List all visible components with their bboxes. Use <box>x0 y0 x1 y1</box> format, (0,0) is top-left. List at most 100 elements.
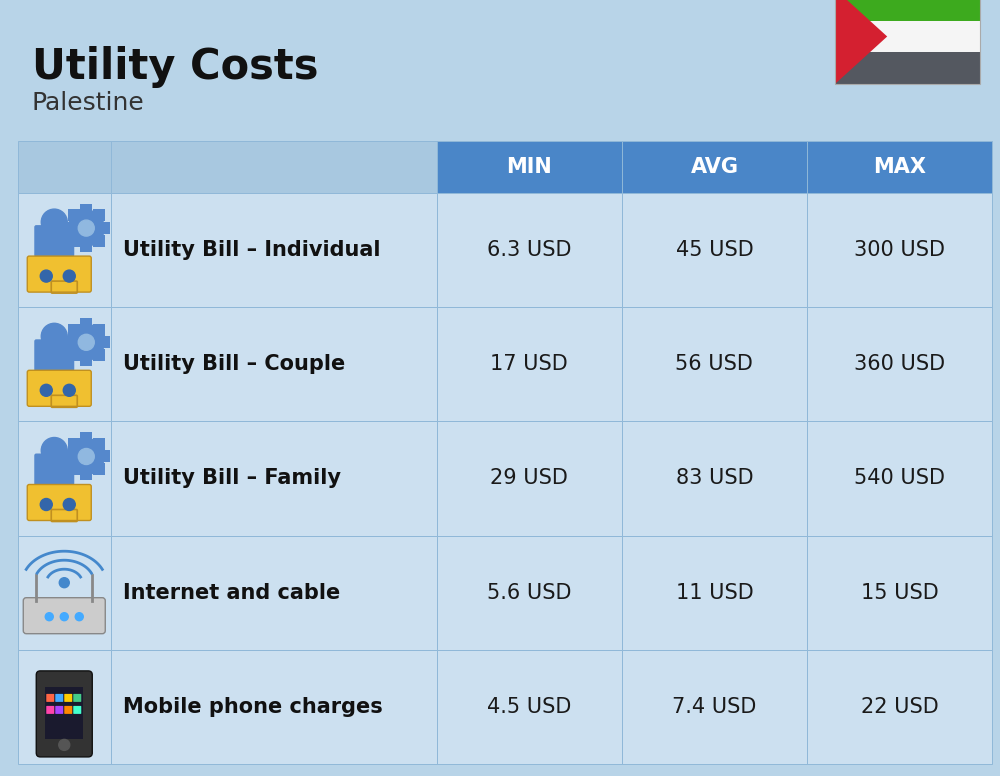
FancyBboxPatch shape <box>18 307 111 421</box>
FancyBboxPatch shape <box>98 222 110 234</box>
FancyBboxPatch shape <box>807 307 992 421</box>
FancyBboxPatch shape <box>98 451 110 462</box>
FancyBboxPatch shape <box>27 370 91 407</box>
Text: Utility Bill – Couple: Utility Bill – Couple <box>123 355 345 374</box>
Text: 5.6 USD: 5.6 USD <box>487 583 572 603</box>
FancyBboxPatch shape <box>80 355 92 366</box>
FancyBboxPatch shape <box>93 235 105 247</box>
Text: 56 USD: 56 USD <box>675 355 753 374</box>
FancyBboxPatch shape <box>36 671 92 757</box>
Circle shape <box>40 270 52 282</box>
FancyBboxPatch shape <box>622 141 807 193</box>
FancyBboxPatch shape <box>807 141 992 193</box>
FancyBboxPatch shape <box>80 204 92 216</box>
FancyBboxPatch shape <box>27 484 91 521</box>
FancyBboxPatch shape <box>437 307 622 421</box>
FancyBboxPatch shape <box>437 535 622 650</box>
Text: MIN: MIN <box>506 157 552 177</box>
Circle shape <box>59 740 70 750</box>
Circle shape <box>68 438 104 474</box>
Text: 29 USD: 29 USD <box>490 469 568 489</box>
FancyBboxPatch shape <box>34 339 74 371</box>
FancyBboxPatch shape <box>34 225 74 257</box>
Circle shape <box>63 384 75 397</box>
Text: 4.5 USD: 4.5 USD <box>487 697 572 717</box>
FancyBboxPatch shape <box>62 451 74 462</box>
Circle shape <box>63 270 75 282</box>
FancyBboxPatch shape <box>18 421 111 535</box>
Text: AVG: AVG <box>690 157 738 177</box>
FancyBboxPatch shape <box>93 463 105 475</box>
Circle shape <box>59 577 69 587</box>
FancyBboxPatch shape <box>80 318 92 331</box>
FancyBboxPatch shape <box>807 421 992 535</box>
FancyBboxPatch shape <box>80 469 92 480</box>
FancyBboxPatch shape <box>80 240 92 252</box>
FancyBboxPatch shape <box>835 0 980 21</box>
Text: Utility Bill – Family: Utility Bill – Family <box>123 469 341 489</box>
Text: 45 USD: 45 USD <box>676 240 753 260</box>
FancyBboxPatch shape <box>23 598 105 634</box>
FancyBboxPatch shape <box>55 706 63 714</box>
Text: 7.4 USD: 7.4 USD <box>672 697 757 717</box>
FancyBboxPatch shape <box>437 421 622 535</box>
FancyBboxPatch shape <box>835 21 980 52</box>
FancyBboxPatch shape <box>64 706 72 714</box>
FancyBboxPatch shape <box>437 650 622 764</box>
Circle shape <box>60 613 68 621</box>
Circle shape <box>40 498 52 511</box>
FancyBboxPatch shape <box>27 256 91 292</box>
FancyBboxPatch shape <box>93 324 105 335</box>
Circle shape <box>78 220 94 236</box>
FancyBboxPatch shape <box>111 535 437 650</box>
FancyBboxPatch shape <box>64 694 72 702</box>
FancyBboxPatch shape <box>807 535 992 650</box>
FancyBboxPatch shape <box>45 687 83 739</box>
Circle shape <box>41 438 67 463</box>
FancyBboxPatch shape <box>93 438 105 450</box>
FancyBboxPatch shape <box>93 210 105 221</box>
FancyBboxPatch shape <box>68 210 80 221</box>
Circle shape <box>78 334 94 350</box>
FancyBboxPatch shape <box>18 535 111 650</box>
FancyBboxPatch shape <box>68 463 80 475</box>
FancyBboxPatch shape <box>622 535 807 650</box>
Circle shape <box>78 449 94 465</box>
Text: Internet and cable: Internet and cable <box>123 583 340 603</box>
FancyBboxPatch shape <box>62 222 74 234</box>
Polygon shape <box>835 0 887 84</box>
Text: 360 USD: 360 USD <box>854 355 945 374</box>
FancyBboxPatch shape <box>622 421 807 535</box>
Text: Mobile phone charges: Mobile phone charges <box>123 697 382 717</box>
Text: 300 USD: 300 USD <box>854 240 945 260</box>
FancyBboxPatch shape <box>73 706 81 714</box>
Text: Palestine: Palestine <box>32 91 145 115</box>
FancyBboxPatch shape <box>437 141 622 193</box>
Text: 83 USD: 83 USD <box>676 469 753 489</box>
FancyBboxPatch shape <box>111 193 437 307</box>
Text: 22 USD: 22 USD <box>861 697 938 717</box>
FancyBboxPatch shape <box>73 694 81 702</box>
FancyBboxPatch shape <box>68 349 80 361</box>
FancyBboxPatch shape <box>18 650 111 764</box>
FancyBboxPatch shape <box>46 706 54 714</box>
Text: 11 USD: 11 USD <box>676 583 753 603</box>
Text: Utility Bill – Individual: Utility Bill – Individual <box>123 240 380 260</box>
Text: Utility Costs: Utility Costs <box>32 46 318 88</box>
Circle shape <box>68 210 104 246</box>
FancyBboxPatch shape <box>111 141 437 193</box>
FancyBboxPatch shape <box>437 193 622 307</box>
FancyBboxPatch shape <box>34 453 74 486</box>
FancyBboxPatch shape <box>98 336 110 348</box>
Text: 17 USD: 17 USD <box>490 355 568 374</box>
FancyBboxPatch shape <box>55 694 63 702</box>
FancyBboxPatch shape <box>93 349 105 361</box>
FancyBboxPatch shape <box>622 193 807 307</box>
FancyBboxPatch shape <box>80 432 92 445</box>
FancyBboxPatch shape <box>18 193 111 307</box>
Text: 6.3 USD: 6.3 USD <box>487 240 572 260</box>
FancyBboxPatch shape <box>111 307 437 421</box>
FancyBboxPatch shape <box>835 52 980 84</box>
FancyBboxPatch shape <box>111 421 437 535</box>
Circle shape <box>45 613 53 621</box>
